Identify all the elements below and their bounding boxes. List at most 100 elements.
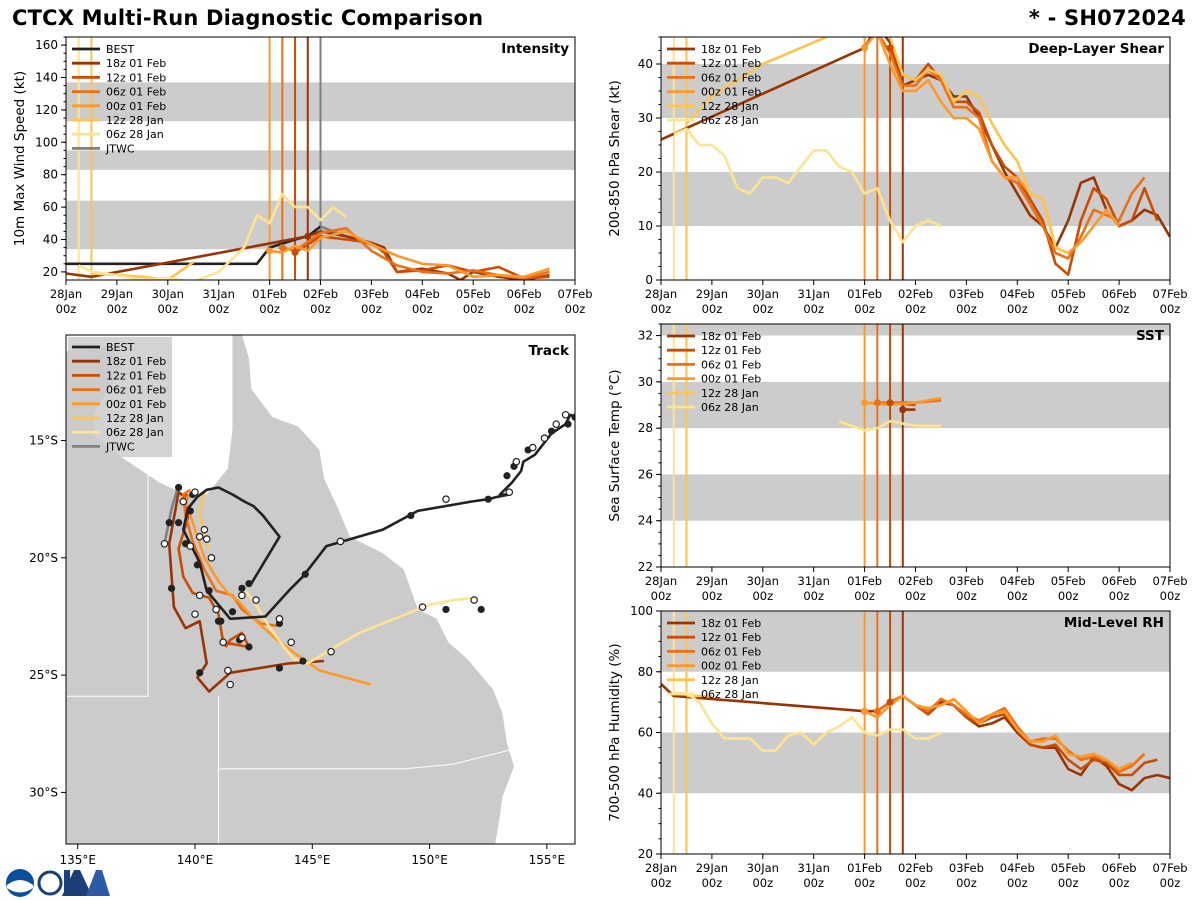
panel-title: SST <box>1136 328 1165 344</box>
x-tick-label: 04Feb <box>1000 574 1035 588</box>
x-tick-label: 02Feb <box>303 287 338 301</box>
x-tick-label: 00z <box>1007 589 1028 603</box>
legend-label: 06z 28 Jan <box>701 688 759 701</box>
y-tick-label: 80 <box>43 168 58 182</box>
x-tick-label: 04Feb <box>1000 861 1035 875</box>
panel-shear: 01020304028Jan00z29Jan00z30Jan00z31Jan00… <box>607 36 1188 316</box>
x-tick-label: 00z <box>107 302 128 316</box>
x-tick-label: 07Feb <box>1153 287 1188 301</box>
init-marker-r00z01Feb <box>266 247 274 255</box>
y-tick-label: 32 <box>638 329 653 343</box>
x-tick-label: 00z <box>956 876 977 890</box>
x-tick-label: 00z <box>651 589 672 603</box>
storm-id: * - SH072024 <box>1028 6 1186 30</box>
init-marker-r06z01Feb <box>873 707 881 715</box>
x-tick-label: 05Feb <box>1051 287 1086 301</box>
y-tick-label: 40 <box>638 786 653 800</box>
panel-track: 135°E 140°E 145°E 150°E 155°E 30°S 25°S 20°S 15°… <box>29 334 576 867</box>
x-tick-label: 00z <box>651 302 672 316</box>
track-point-open <box>160 539 169 548</box>
y-tick-label: 160 <box>35 38 58 52</box>
init-marker-r12z01Feb <box>886 44 894 52</box>
x-tick-label: 00z <box>803 589 824 603</box>
x-tick-label: 00z <box>803 876 824 890</box>
best-track-point <box>214 617 223 625</box>
track-point-open <box>252 596 260 604</box>
init-marker-r00z01Feb <box>861 707 869 715</box>
y-tick-label: 24 <box>638 514 653 528</box>
track-point-open <box>552 420 561 428</box>
y-tick-label: 30°S <box>29 785 58 799</box>
track-point-open <box>219 638 227 647</box>
legend-label: 06z 28 Jan <box>701 401 759 414</box>
best-track-point <box>442 605 450 614</box>
x-tick-label: 03Feb <box>949 287 984 301</box>
init-marker-r00z01Feb <box>861 399 869 407</box>
y-tick-label: 40 <box>638 57 653 71</box>
y-axis-label: 200-850 hPa Shear (kt) <box>607 80 623 237</box>
init-marker-r06z01Feb <box>278 244 286 252</box>
track-line-BEST <box>182 413 575 621</box>
x-tick-label: 150°E <box>411 853 448 867</box>
x-tick-label: 31Jan <box>203 287 235 301</box>
panel-sst: 22242628303228Jan00z29Jan00z30Jan00z31Ja… <box>607 323 1188 603</box>
x-tick-label: 05Feb <box>1051 574 1086 588</box>
x-tick-label: 00z <box>56 302 77 316</box>
best-track-point <box>196 669 204 677</box>
axes-frame <box>65 334 576 845</box>
y-tick-label: 28 <box>638 421 653 435</box>
track-point-open <box>561 410 570 419</box>
y-tick-label: 20 <box>638 847 653 861</box>
x-tick-label: 04Feb <box>1000 287 1035 301</box>
x-tick-label: 140°E <box>177 853 214 867</box>
legend-label: 18z 01 Feb <box>106 57 166 70</box>
legend-label: 12z 01 Feb <box>701 57 761 70</box>
y-tick-label: 30 <box>638 111 653 125</box>
x-tick-label: 00z <box>1160 589 1181 603</box>
best-track-point <box>299 657 307 665</box>
x-tick-label: 06Feb <box>1102 287 1137 301</box>
legend-label: 12z 01 Feb <box>701 344 761 357</box>
best-track-point <box>547 427 556 435</box>
noaa-wave <box>7 880 33 893</box>
series-line-r00z01Feb <box>269 230 550 279</box>
x-tick-label: 00z <box>702 876 723 890</box>
legend-label: JTWC <box>105 142 135 155</box>
series-line-r06z01Feb <box>876 694 1146 774</box>
x-tick-label: 02Feb <box>898 574 933 588</box>
series-line-r06z28Jan <box>673 691 942 753</box>
legend-label: 06z 01 Feb <box>701 71 761 84</box>
x-tick-label: 30Jan <box>747 287 779 301</box>
cira-a-shape <box>86 870 110 896</box>
legend-label: BEST <box>106 341 134 354</box>
track-point-open <box>512 457 521 466</box>
series-line-r06z01Feb <box>878 37 1146 260</box>
x-tick-label: 00z <box>310 302 331 316</box>
x-tick-label: 03Feb <box>949 861 984 875</box>
x-tick-label: 00z <box>854 589 875 603</box>
x-tick-label: 00z <box>463 302 484 316</box>
series-line-r06z28Jan <box>838 419 941 432</box>
track-point-open <box>191 610 199 618</box>
cira-bar <box>64 870 70 896</box>
x-tick-label: 01Feb <box>847 287 882 301</box>
best-track-point <box>174 483 183 492</box>
legend-label: 06z 01 Feb <box>701 358 761 371</box>
y-tick-label: 40 <box>43 233 58 247</box>
series-line-r06z28Jan <box>78 192 347 280</box>
y-tick-label: 60 <box>43 200 58 214</box>
x-tick-label: 29Jan <box>696 574 728 588</box>
x-tick-label: 28Jan <box>645 287 677 301</box>
track-line-r12z01Feb <box>177 493 251 649</box>
y-tick-label: 120 <box>35 103 58 117</box>
track-point-open <box>212 605 220 614</box>
best-track-point <box>245 643 253 651</box>
x-tick-label: 00z <box>854 876 875 890</box>
x-tick-label: 00z <box>1160 876 1181 890</box>
x-tick-label: 135°E <box>59 853 96 867</box>
init-marker-r00z01Feb <box>861 44 869 52</box>
y-tick-label: 140 <box>35 71 58 85</box>
track-point-open <box>202 535 211 543</box>
